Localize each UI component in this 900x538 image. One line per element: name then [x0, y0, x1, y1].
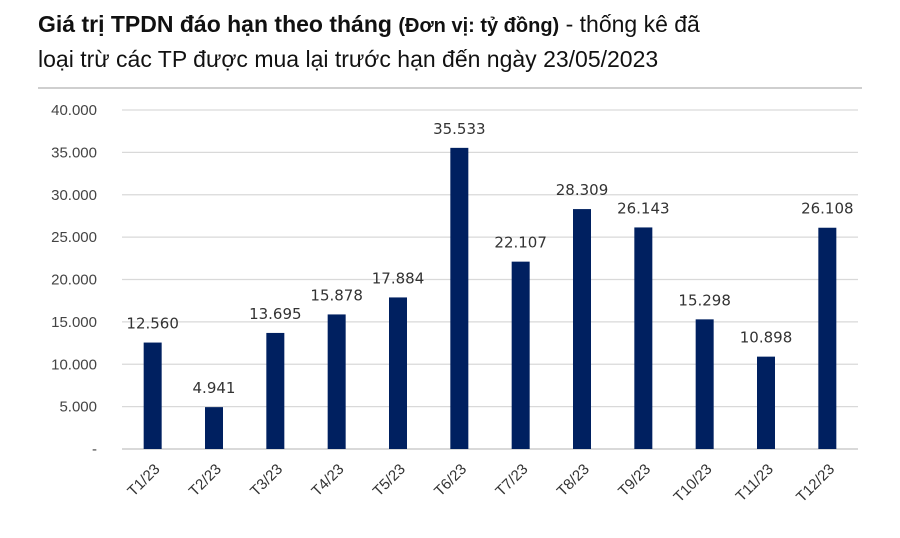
x-tick-label: T1/23: [124, 461, 163, 500]
bar: [327, 314, 346, 449]
x-tick-label: T7/23: [492, 461, 531, 500]
data-label: 13.695: [249, 305, 302, 323]
bar: [450, 147, 469, 449]
title-unit: (Đơn vị: tỷ đồng): [398, 15, 560, 37]
bar: [205, 407, 223, 449]
x-tick-label: T11/23: [733, 461, 777, 505]
y-tick-label: 30.000: [51, 187, 97, 204]
chart-title: Giá trị TPDN đáo hạn theo tháng (Đơn vị:…: [38, 8, 700, 76]
x-tick-label: T6/23: [431, 461, 470, 500]
data-label: 12.560: [126, 315, 179, 333]
bar: [757, 356, 775, 449]
y-tick-label: 35.000: [51, 144, 97, 161]
data-label: 4.941: [193, 379, 236, 397]
x-tick-label: T8/23: [554, 461, 593, 500]
x-tick-label: T4/23: [308, 461, 347, 500]
chart-subtitle: loại trừ các TP được mua lại trước hạn đ…: [38, 46, 659, 72]
data-label: 10.898: [740, 329, 793, 347]
y-tick-label: 20.000: [51, 272, 97, 289]
bar: [511, 261, 530, 449]
bar: [695, 319, 714, 449]
data-label: 35.533: [433, 120, 486, 138]
data-label: 15.298: [678, 291, 731, 309]
bar: [818, 227, 837, 449]
x-tick-label: T2/23: [186, 461, 225, 500]
data-label: 15.878: [310, 286, 363, 304]
y-tick-label: 25.000: [51, 229, 97, 246]
x-tick-label: T9/23: [615, 461, 654, 500]
data-label: 26.108: [801, 200, 854, 218]
bar: [143, 342, 162, 449]
x-tick-label: T3/23: [247, 461, 286, 500]
bar: [266, 332, 285, 449]
y-tick-label: 15.000: [51, 314, 97, 331]
y-tick-label: 40.000: [51, 102, 97, 119]
title-rest: - thống kê đã: [559, 11, 700, 37]
x-tick-label: T12/23: [793, 461, 838, 506]
data-label: 17.884: [372, 269, 425, 287]
data-label: 22.107: [494, 234, 547, 252]
x-tick-label: T5/23: [370, 461, 409, 500]
bar: [389, 297, 407, 449]
x-tick-label: T10/23: [670, 461, 715, 506]
bar: [634, 227, 653, 449]
y-tick-label: 10.000: [51, 356, 97, 373]
y-tick-label: -: [92, 441, 97, 458]
bar: [573, 209, 591, 449]
data-label: 26.143: [617, 199, 670, 217]
title-bold: Giá trị TPDN đáo hạn theo tháng: [38, 11, 392, 37]
y-tick-label: 5.000: [59, 399, 97, 416]
data-label: 28.309: [556, 181, 609, 199]
